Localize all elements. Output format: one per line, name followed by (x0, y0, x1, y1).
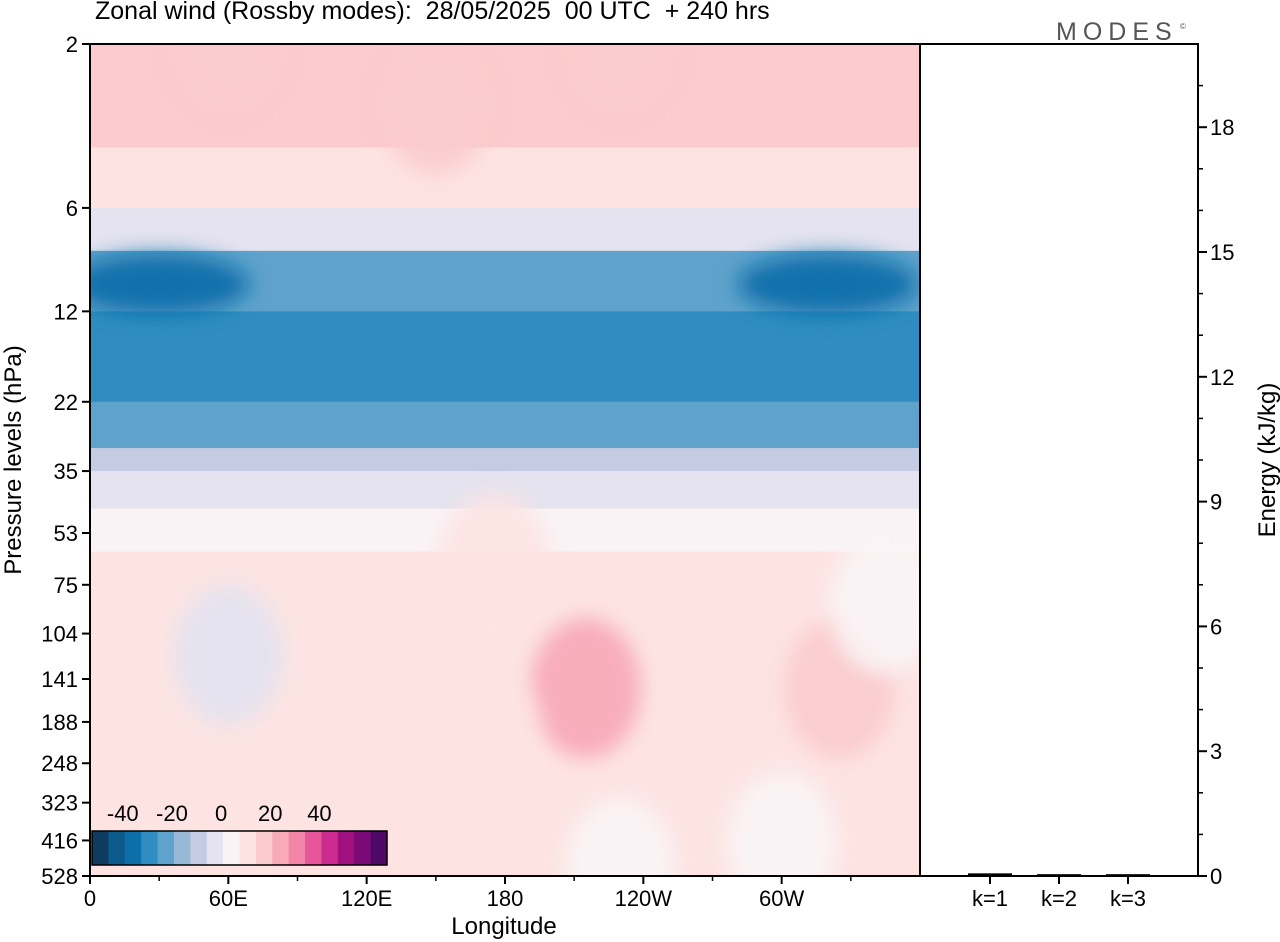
colorbar-swatch (173, 831, 191, 865)
heatmap-band (90, 448, 920, 473)
colorbar-label: -20 (156, 801, 188, 826)
energy-bar (968, 873, 1012, 876)
pressure-tick-label: 528 (41, 864, 78, 889)
heatmap-feature (737, 254, 918, 315)
colorbar-swatch (305, 831, 322, 865)
heatmap-band (90, 147, 920, 209)
pressure-tick-label: 35 (54, 459, 78, 484)
heatmap-feature (90, 254, 250, 315)
heatmap-feature (431, 661, 542, 802)
heatmap-feature (726, 771, 837, 876)
energy-category-label: k=2 (1041, 886, 1077, 911)
colorbar-frame (91, 830, 388, 866)
colorbar: -40 -20 0 20 40 (91, 801, 388, 866)
heatmap-band (90, 311, 920, 356)
colorbar-swatch (239, 831, 257, 865)
x-axis-title: Longitude (451, 913, 556, 940)
pressure-tick-label: 104 (41, 622, 78, 647)
heatmap-feature (380, 44, 491, 175)
colorbar-label: -40 (107, 801, 139, 826)
pressure-tick-label: 6 (66, 196, 78, 221)
energy-tick-label: 0 (1210, 864, 1222, 889)
pressure-tick-label: 12 (54, 299, 78, 324)
heatmap-feature (530, 618, 641, 759)
energy-tick-label: 18 (1210, 115, 1234, 140)
heatmap-feature (173, 44, 284, 114)
colorbar-label: 0 (215, 801, 227, 826)
energy-panel-frame (919, 43, 1199, 877)
longitude-tick-label: 120E (341, 886, 392, 911)
heatmap-feature (90, 645, 169, 786)
colorbar-swatch (108, 831, 126, 865)
chart-title: Zonal wind (Rossby modes): 28/05/2025 00… (95, 0, 770, 25)
colorbar-label: 40 (307, 801, 331, 826)
heatmap-feature (830, 533, 920, 674)
pressure-tick-label: 323 (41, 791, 78, 816)
colorbar-swatch (141, 831, 159, 865)
heatmap-feature (565, 44, 676, 114)
brand-logo: MODES (1056, 18, 1178, 46)
energy-tick-label: 15 (1210, 240, 1234, 265)
colorbar-swatch (321, 831, 339, 865)
pressure-tick-label: 188 (41, 710, 78, 735)
longitude-tick-label: 60W (759, 886, 804, 911)
energy-axis-title: Energy (kJ/kg) (1254, 383, 1280, 538)
colorbar-swatch (190, 831, 208, 865)
energy-tick-label: 3 (1210, 739, 1222, 764)
longitude-tick-label: 0 (84, 886, 96, 911)
colorbar-swatch (370, 831, 388, 865)
pressure-tick-label: 2 (66, 32, 78, 57)
colorbar-swatch (288, 831, 306, 865)
colorbar-swatch (255, 831, 273, 865)
pressure-axis: 2 6 12 22 35 53 75 104 141 188 248 323 416 528 (41, 32, 90, 889)
energy-axis: 0 3 6 9 12 15 18 (1198, 84, 1234, 889)
energy-tick-label: 6 (1210, 614, 1222, 639)
colorbar-swatch (272, 831, 290, 865)
heatmap-band (90, 207, 920, 252)
brand-copyright-mark: © (1180, 22, 1186, 31)
pressure-tick-label: 141 (41, 667, 78, 692)
pressure-tick-label: 416 (41, 828, 78, 853)
colorbar-swatch (124, 831, 142, 865)
pressure-tick-label: 75 (54, 573, 78, 598)
pressure-tick-label: 248 (41, 751, 78, 776)
colorbar-swatch (223, 831, 240, 865)
pressure-tick-label: 53 (54, 521, 78, 546)
heatmap-features (90, 44, 920, 876)
heatmap-feature (565, 797, 676, 876)
energy-category-label: k=1 (972, 886, 1008, 911)
energy-category-label: k=3 (1110, 886, 1146, 911)
heatmap-band (90, 354, 920, 403)
heatmap-feature (173, 584, 284, 725)
y-axis-title: Pressure levels (hPa) (0, 345, 27, 574)
colorbar-swatch (157, 831, 175, 865)
colorbar-swatch (92, 831, 109, 865)
energy-bars: k=1 k=2 k=3 (968, 873, 1150, 911)
energy-bar (1106, 874, 1150, 876)
longitude-tick-label: 120W (615, 886, 673, 911)
colorbar-label: 20 (258, 801, 282, 826)
heatmap-feature (438, 493, 549, 634)
longitude-tick-label: 60E (209, 886, 248, 911)
pressure-tick-label: 22 (54, 390, 78, 415)
heatmap-field (90, 44, 920, 876)
colorbar-swatch (354, 831, 372, 865)
energy-tick-label: 9 (1210, 490, 1222, 515)
heatmap-band (90, 401, 920, 450)
longitude-axis: 0 60E 120E 180 120W 60W (84, 876, 852, 911)
energy-tick-label: 12 (1210, 365, 1234, 390)
colorbar-swatch (337, 831, 355, 865)
longitude-tick-label: 180 (487, 886, 524, 911)
energy-bar (1037, 874, 1081, 876)
colorbar-swatch (206, 831, 224, 865)
